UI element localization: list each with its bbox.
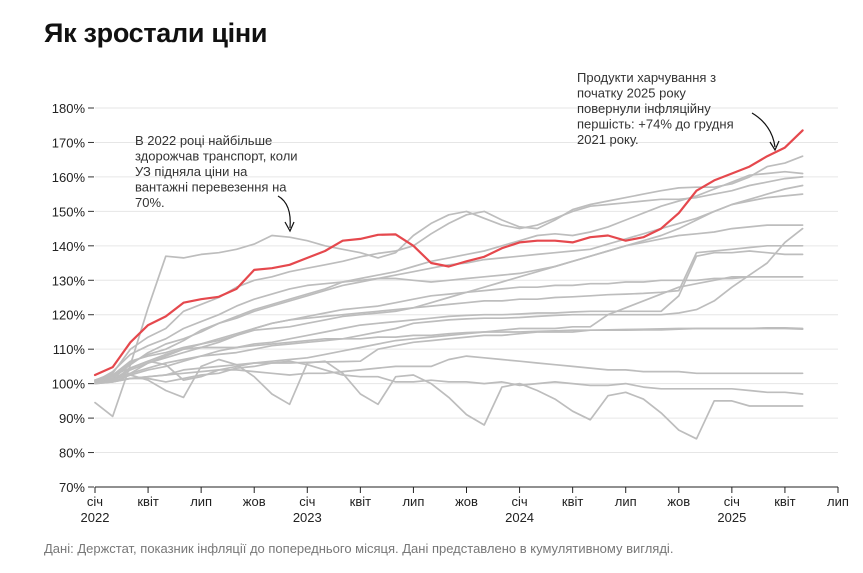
x-tick-label: квіт	[137, 494, 158, 509]
source-note: Дані: Держстат, показник інфляції до поп…	[44, 541, 674, 556]
x-tick-label: лип	[190, 494, 212, 509]
chart-title: Як зростали ціни	[44, 18, 268, 48]
series-gray-lines	[94, 155, 804, 440]
annotation-food-line: першість: +74% до грудня	[577, 117, 734, 132]
annotation-food-arrow	[751, 112, 776, 148]
x-tick-year: 2024	[505, 510, 534, 525]
series-line	[94, 193, 804, 382]
annotations: В 2022 році найбільше здорожчав транспор…	[135, 70, 780, 233]
annotation-food-line: Продукти харчування з	[577, 70, 716, 85]
annotation-transport-line: здорожчав транспорт, коли	[135, 149, 298, 164]
series-line	[94, 360, 804, 395]
series-line-highlight	[93, 129, 804, 377]
annotation-food: Продукти харчування з початку 2025 року …	[577, 70, 737, 147]
x-tick-label: січ	[299, 494, 315, 509]
x-tick-label: лип	[615, 494, 637, 509]
annotation-transport: В 2022 році найбільше здорожчав транспор…	[135, 133, 301, 210]
series-line	[94, 275, 804, 385]
y-tick-label: 120%	[52, 308, 86, 323]
x-tick-label: січ	[724, 494, 740, 509]
annotation-transport-line: В 2022 році найбільше	[135, 133, 272, 148]
annotation-transport-arrow	[277, 195, 291, 229]
y-tick-label: 70%	[59, 480, 85, 495]
x-tick-label: квіт	[774, 494, 795, 509]
x-tick-label: лип	[827, 494, 849, 509]
annotation-food-line: початку 2025 року	[577, 86, 686, 101]
x-tick-year: 2025	[717, 510, 746, 525]
series-line	[94, 244, 804, 385]
y-tick-label: 150%	[52, 204, 86, 219]
y-tick-label: 110%	[53, 342, 86, 357]
series-line	[94, 227, 804, 382]
annotation-transport-line: вантажні перевезення на	[135, 180, 287, 195]
x-tick-label: квіт	[562, 494, 583, 509]
y-tick-label: 100%	[52, 377, 86, 392]
annotation-transport-arrowhead	[284, 221, 295, 233]
series-line	[94, 358, 804, 440]
y-tick-label: 180%	[52, 101, 86, 116]
annotation-food-line: повернули інфляційну	[577, 101, 711, 116]
x-tick-label: січ	[87, 494, 103, 509]
x-tick-label: квіт	[350, 494, 371, 509]
x-tick-label: жов	[243, 494, 266, 509]
series-line	[94, 155, 804, 382]
series-line	[94, 250, 804, 385]
annotation-transport-line: УЗ підняла ціни на	[135, 164, 248, 179]
y-tick-label: 140%	[52, 239, 86, 254]
annotation-food-line: 2021 року.	[577, 132, 639, 147]
series-line	[94, 224, 804, 383]
series-highlight-line	[93, 129, 804, 377]
y-tick-label: 160%	[52, 170, 86, 185]
series-line	[94, 355, 804, 382]
y-tick-label: 80%	[59, 446, 85, 461]
y-tick-label: 90%	[59, 411, 85, 426]
x-tick-year: 2022	[81, 510, 110, 525]
y-axis-ticks: 70% 80% 90% 100% 110% 120% 130% 140% 150% 160% 170…	[52, 101, 94, 495]
y-tick-label: 130%	[52, 273, 86, 288]
x-tick-label: січ	[511, 494, 527, 509]
series-line	[94, 326, 804, 385]
x-tick-label: лип	[402, 494, 424, 509]
x-tick-year: 2023	[293, 510, 322, 525]
annotation-food-arrowhead	[769, 140, 780, 152]
series-line	[94, 275, 804, 383]
y-tick-label: 170%	[52, 135, 86, 150]
x-tick-label: жов	[667, 494, 690, 509]
x-tick-label: жов	[455, 494, 478, 509]
series-line	[94, 170, 804, 383]
annotation-transport-line: 70%.	[135, 195, 165, 210]
series-line	[94, 184, 804, 385]
series-line	[94, 176, 804, 418]
grid-lines	[95, 107, 838, 454]
